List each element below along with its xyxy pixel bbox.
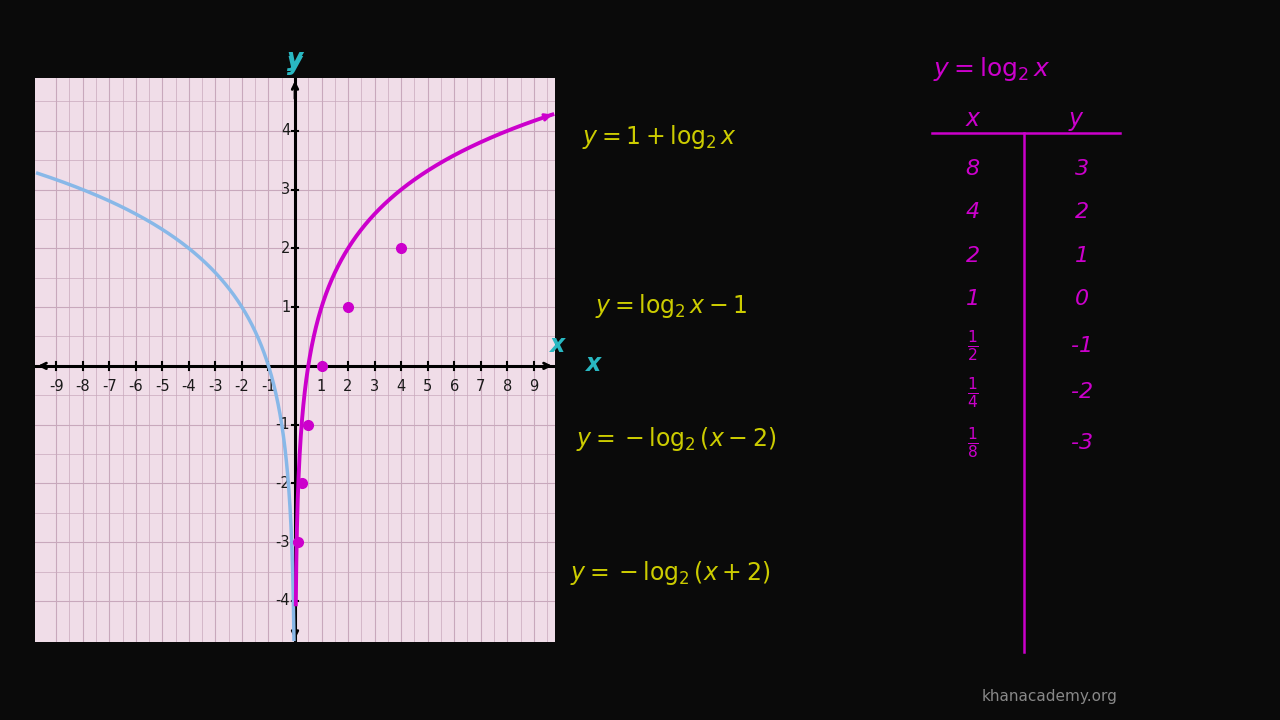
- Text: -1: -1: [261, 379, 275, 394]
- Text: -1: -1: [275, 417, 291, 432]
- Text: 2: 2: [965, 246, 980, 266]
- Text: -7: -7: [102, 379, 116, 394]
- Text: -2: -2: [1070, 382, 1093, 402]
- Text: -4: -4: [275, 593, 291, 608]
- Text: $y = -\log_2(x+2)$: $y = -\log_2(x+2)$: [570, 559, 769, 587]
- Text: y: y: [287, 47, 303, 71]
- Text: -6: -6: [128, 379, 143, 394]
- Text: 8: 8: [503, 379, 512, 394]
- Text: -3: -3: [275, 535, 291, 549]
- Text: 4: 4: [965, 202, 980, 222]
- Text: x: x: [586, 352, 602, 376]
- Text: -1: -1: [1070, 336, 1093, 356]
- Text: -3: -3: [209, 379, 223, 394]
- Text: 1: 1: [965, 289, 980, 309]
- Text: 2: 2: [1074, 202, 1089, 222]
- Text: $y = \log_2 x - 1$: $y = \log_2 x - 1$: [595, 292, 748, 320]
- Text: 8: 8: [965, 159, 980, 179]
- Text: -5: -5: [155, 379, 170, 394]
- Text: $y = \log_2 x$: $y = \log_2 x$: [933, 55, 1051, 83]
- Text: 4: 4: [397, 379, 406, 394]
- Text: -3: -3: [1070, 433, 1093, 453]
- Text: $\frac{1}{2}$: $\frac{1}{2}$: [966, 328, 979, 363]
- Text: $\frac{1}{8}$: $\frac{1}{8}$: [966, 426, 979, 460]
- Text: 1: 1: [282, 300, 291, 315]
- Text: 3: 3: [370, 379, 379, 394]
- Text: y: y: [1069, 107, 1082, 131]
- Text: -2: -2: [275, 476, 291, 491]
- Text: 3: 3: [1074, 159, 1089, 179]
- Text: -4: -4: [182, 379, 196, 394]
- Text: -2: -2: [234, 379, 250, 394]
- Text: -9: -9: [49, 379, 64, 394]
- Text: 2: 2: [343, 379, 353, 394]
- Text: 5: 5: [422, 379, 433, 394]
- Text: 9: 9: [529, 379, 539, 394]
- Text: 7: 7: [476, 379, 485, 394]
- Text: $\frac{1}{4}$: $\frac{1}{4}$: [966, 375, 979, 410]
- Text: 2: 2: [280, 241, 291, 256]
- Text: x: x: [966, 107, 979, 131]
- Text: 1: 1: [1074, 246, 1089, 266]
- Text: 3: 3: [282, 182, 291, 197]
- Text: $y = 1 + \log_2 x$: $y = 1 + \log_2 x$: [582, 123, 737, 151]
- Text: y: y: [287, 51, 302, 75]
- Text: 6: 6: [449, 379, 458, 394]
- Text: 4: 4: [282, 123, 291, 138]
- Text: 1: 1: [317, 379, 326, 394]
- Text: 0: 0: [1074, 289, 1089, 309]
- Text: -8: -8: [76, 379, 90, 394]
- Text: $y = -\log_2(x-2)$: $y = -\log_2(x-2)$: [576, 426, 776, 454]
- Text: x: x: [549, 333, 564, 357]
- Text: khanacademy.org: khanacademy.org: [982, 688, 1117, 703]
